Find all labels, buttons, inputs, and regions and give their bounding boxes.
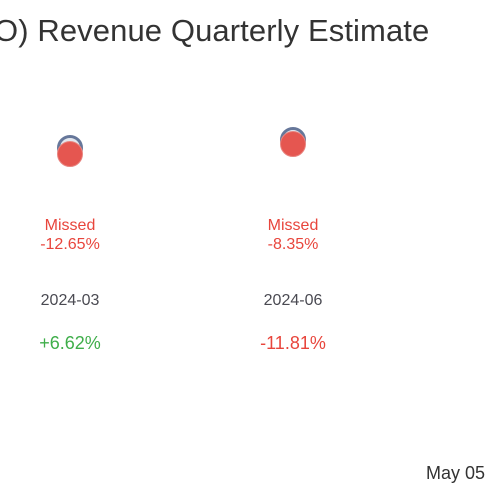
price-change-percent: -11.81% [260,333,326,353]
quarter-label: 2024-03 [40,292,100,309]
surprise-percent: -12.65% [40,236,100,253]
quarter-column: Missed -12.65% 2024-03 +6.62% [0,0,150,500]
actual-point [280,131,306,158]
actual-point [57,141,83,167]
surprise-percent: -8.35% [267,236,319,253]
beat-miss-status: Missed [44,217,96,234]
quarter-column: +20 -6 [436,0,500,500]
beat-miss-status: Missed [267,217,319,234]
surprise-percent: + [436,236,500,254]
quarter-label: 20 [436,292,500,310]
quarter-label: 2024-06 [263,292,323,309]
footer-date: May 05 [426,463,486,483]
price-change-percent: -6 [436,333,500,353]
price-change-percent: +6.62% [39,333,101,353]
quarter-column: Missed -8.35% 2024-06 -11.81% [213,0,373,500]
chart-title: O) Revenue Quarterly Estimate [0,13,430,48]
